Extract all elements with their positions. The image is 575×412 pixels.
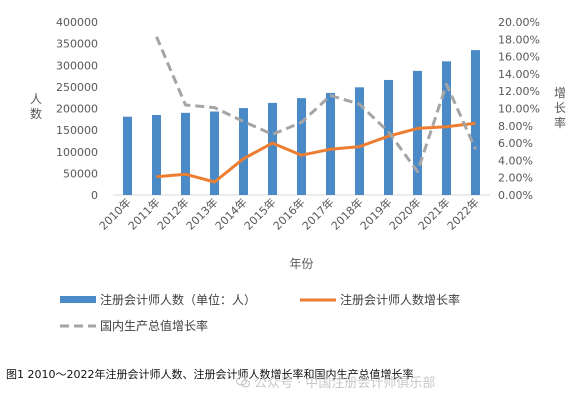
y-right-tick-label: 10.00% (498, 103, 540, 116)
x-tick-label: 2011年 (125, 195, 162, 232)
y-right-axis-title: 长 (554, 101, 566, 115)
y-left-axis-title: 数 (30, 106, 42, 121)
x-tick-label: 2013年 (183, 195, 220, 232)
x-tick-label: 2014年 (212, 195, 249, 232)
x-tick-label: 2015年 (241, 195, 278, 232)
cpa-growth-line (156, 121, 476, 184)
y-left-tick-label: 250000 (56, 81, 98, 94)
bar-2011年 (152, 114, 161, 195)
bar-2013年 (210, 111, 219, 195)
x-tick-label: 2020年 (386, 195, 423, 232)
y-right-tick-label: 16.00% (498, 51, 540, 64)
bar-2010年 (123, 116, 132, 195)
x-tick-label: 2016年 (270, 195, 307, 232)
chart: 0 50000 100000 150000 200000 250000 300000 3500… (30, 16, 566, 333)
y-left-tick-label: 400000 (56, 16, 98, 29)
y-left-tick-label: 350000 (56, 38, 98, 51)
y-right-tick-label: 6.00% (498, 137, 533, 150)
y-left-tick-label: 200000 (56, 103, 98, 116)
y-left-tick-label: 0 (91, 189, 98, 202)
x-tick-label: 2010年 (96, 195, 133, 232)
legend-label-gdp-growth: 国内生产总值增长率 (100, 318, 208, 333)
watermark: 公众号 · 中国注册会计师俱乐部 (235, 372, 436, 391)
legend-label-cpa-growth: 注册会计师人数增长率 (340, 292, 460, 307)
watermark-text: 公众号 · 中国注册会计师俱乐部 (254, 376, 436, 391)
bar-2012年 (181, 112, 190, 195)
y-right-tick-label: 0.00% (498, 189, 533, 202)
bar-2014年 (239, 108, 248, 195)
x-tick-label: 2021年 (415, 195, 452, 232)
x-tick-label: 2018年 (328, 195, 365, 232)
bar-2015年 (268, 102, 277, 195)
x-axis-title: 年份 (289, 257, 313, 271)
bar-2022年 (471, 50, 480, 195)
y-left-tick-label: 150000 (56, 124, 98, 137)
figure-caption: 图1 2010～2022年注册会计师人数、注册会计师人数增长率和国内生产总值增长… (6, 368, 414, 381)
x-tick-label: 2017年 (299, 195, 336, 232)
bar-2016年 (297, 98, 306, 195)
y-right-axis-title: 增 (554, 86, 566, 100)
y-right-axis-title: 率 (554, 115, 566, 130)
y-right-tick-label: 20.00% (498, 16, 540, 29)
y-right-tick-label: 14.00% (498, 68, 540, 81)
y-right-tick-label: 18.00% (498, 33, 540, 46)
bar-2017年 (326, 92, 335, 195)
y-right-tick-label: 2.00% (498, 172, 533, 185)
y-right-tick-label: 8.00% (498, 120, 533, 133)
y-right-tick-label: 4.00% (498, 154, 533, 167)
gdp-growth-line (155, 36, 477, 174)
x-tick-label: 2012年 (154, 195, 191, 232)
y-left-tick-label: 100000 (56, 146, 98, 159)
y-left-axis-title: 人 (30, 92, 42, 106)
legend-label-cpa-count: 注册会计师人数（单位：人） (100, 292, 256, 307)
bar-2018年 (355, 87, 364, 195)
x-tick-label: 2022年 (444, 195, 481, 232)
y-left-tick-label: 300000 (56, 59, 98, 72)
bar-2020年 (413, 70, 422, 195)
y-right-tick-label: 12.00% (498, 85, 540, 98)
x-tick-label: 2019年 (357, 195, 394, 232)
y-left-tick-label: 50000 (63, 167, 98, 180)
wechat-icon (235, 376, 251, 388)
legend-swatch-cpa-count (60, 296, 96, 303)
